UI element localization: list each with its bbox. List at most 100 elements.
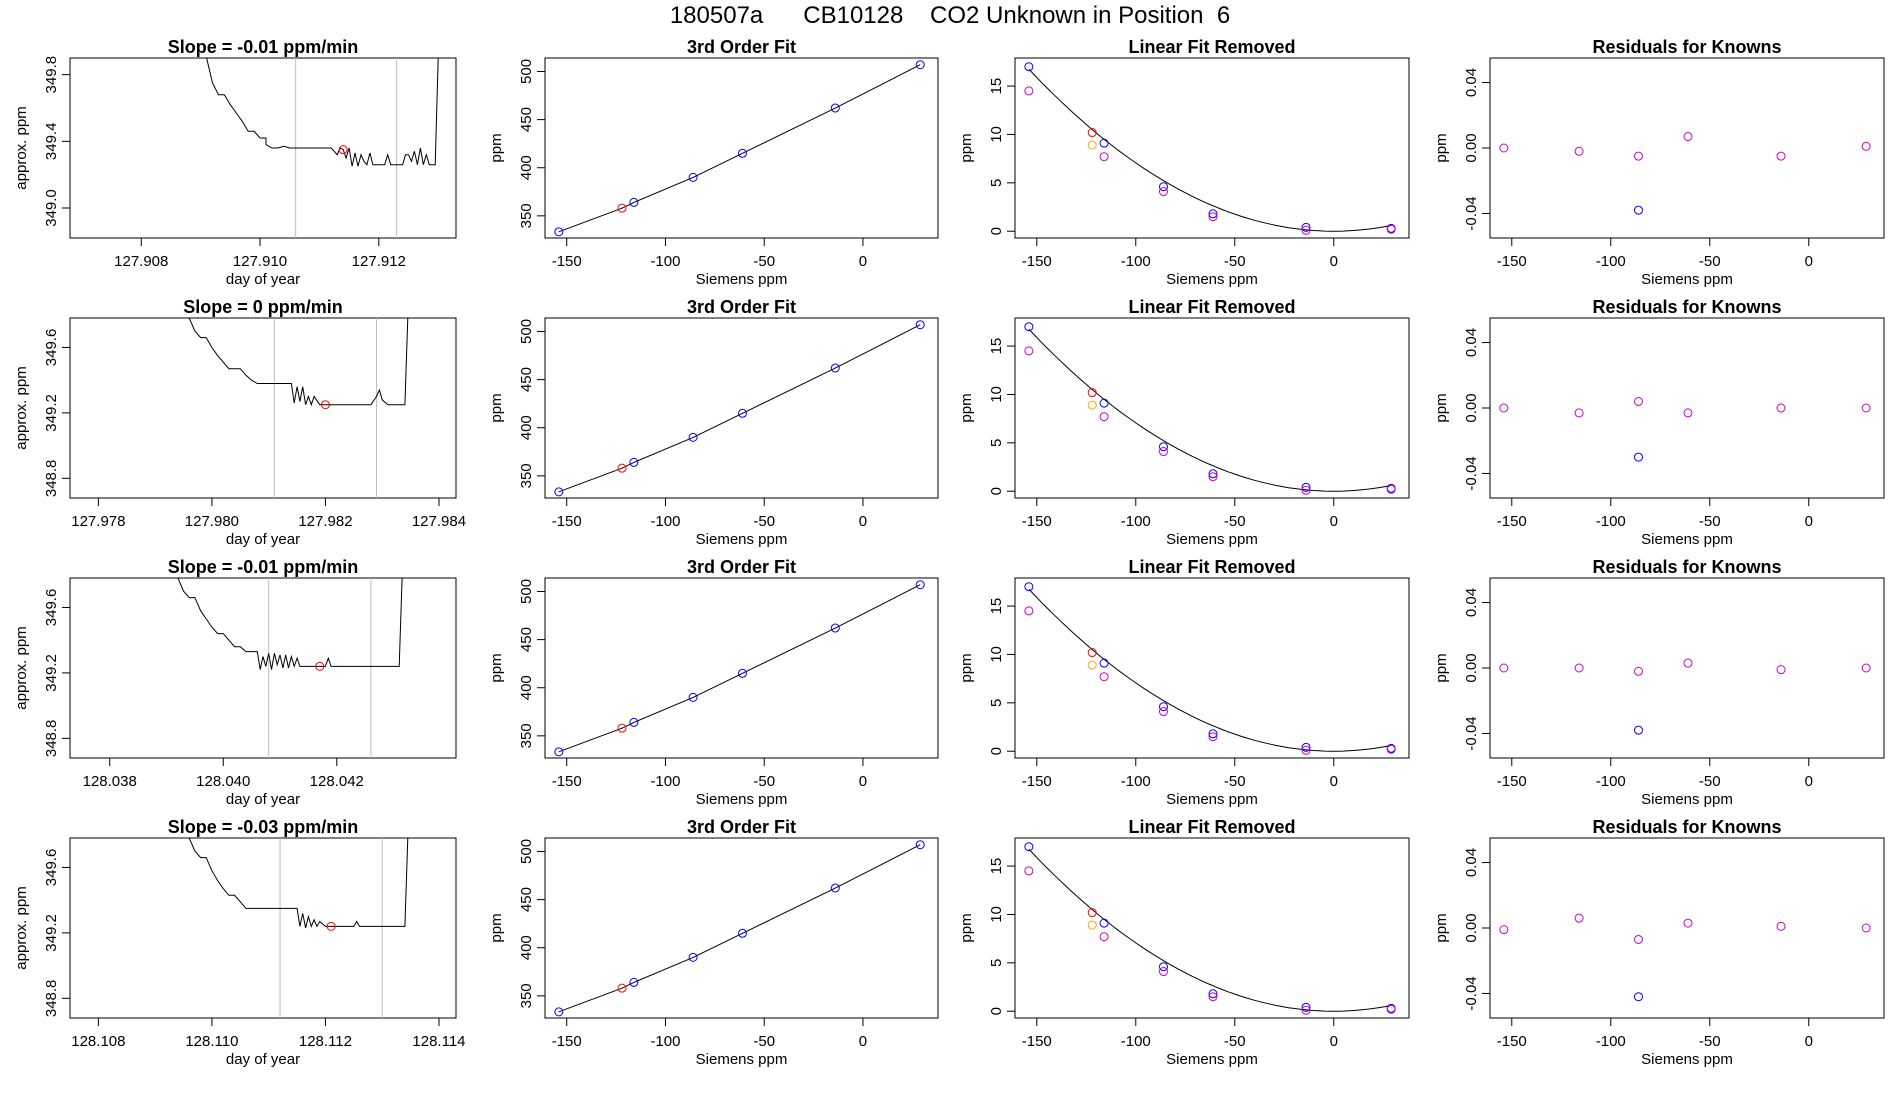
fit-point — [688, 432, 698, 442]
fit-4-xtick-label: -150 — [552, 1033, 582, 1050]
fit-1-frame — [544, 57, 939, 239]
resid-point — [1633, 666, 1643, 676]
linres-point — [1301, 1002, 1311, 1012]
resid-1-xtick-label: -50 — [1699, 253, 1721, 270]
fit-point — [554, 487, 564, 497]
fit-curve — [558, 64, 921, 233]
linres-1-ytick-label: 15 — [988, 78, 1005, 95]
linres-point — [1024, 346, 1034, 356]
slope-4-xtick-label: 128.110 — [185, 1033, 238, 1050]
slope-3-ytick-label: 349.6 — [43, 589, 60, 627]
slope-3-xtick-label: 128.042 — [310, 773, 364, 790]
linres-point — [1386, 484, 1396, 494]
fit-panel-4: 3rd Order Fit -150 -100 -50 0 350 400 450 500 Sie… — [488, 817, 939, 1068]
fit-4-frame — [544, 837, 939, 1019]
resid-3-ytick-label: -0.04 — [1463, 716, 1480, 750]
linres-4-ytick-label: 15 — [988, 858, 1005, 875]
fit-3-xtick-label: -150 — [552, 773, 582, 790]
linres-panel-1: Linear Fit Removed -150 -100 -50 0 0 5 10 15 Siem… — [958, 37, 1410, 288]
fit-point — [629, 977, 639, 987]
slope-1-title: Slope = -0.01 ppm/min — [168, 37, 359, 57]
linres-point — [1208, 212, 1218, 222]
fit-1-ytick-label: 500 — [518, 59, 535, 84]
resid-2-ytick-label: 0.00 — [1463, 393, 1480, 422]
resid-point — [1633, 934, 1643, 944]
resid-4-xtick-label: -50 — [1699, 1033, 1721, 1050]
resid-point — [1683, 408, 1693, 418]
fit-2-ytick-label: 500 — [518, 319, 535, 344]
slope-4-xtick-label: 128.114 — [412, 1033, 465, 1050]
fit-4-ytick-label: 450 — [518, 887, 535, 912]
resid-point — [1633, 205, 1643, 215]
slope-3-xtick-label: 128.040 — [196, 773, 250, 790]
linres-panel-4: Linear Fit Removed -150 -100 -50 0 0 5 10 15 Siem… — [958, 817, 1410, 1068]
fit-4-ytick-label: 500 — [518, 839, 535, 864]
fit-point — [688, 692, 698, 702]
resid-point — [1499, 403, 1509, 413]
slope-4-xtick-label: 128.112 — [299, 1033, 352, 1050]
linres-point — [1301, 222, 1311, 232]
linres-3-ytick-label: 10 — [988, 646, 1005, 663]
linres-point — [1208, 992, 1218, 1002]
resid-1-ytick-label: 0.04 — [1463, 68, 1480, 97]
row-1: Slope = -0.01 ppm/min 127.908 127.910 127.9… — [13, 37, 1885, 288]
fit-2-title: 3rd Order Fit — [687, 297, 796, 317]
fit-1-ytick-label: 350 — [518, 203, 535, 228]
fit-point — [688, 952, 698, 962]
fit-3-ytick-label: 500 — [518, 579, 535, 604]
fit-point — [617, 723, 627, 733]
resid-1-title: Residuals for Knowns — [1592, 37, 1781, 57]
linres-2-ytick-label: 15 — [988, 338, 1005, 355]
linres-1-title: Linear Fit Removed — [1128, 37, 1295, 57]
resid-2-title: Residuals for Knowns — [1592, 297, 1781, 317]
resid-point — [1776, 921, 1786, 931]
linres-3-ytick-label: 15 — [988, 598, 1005, 615]
fit-point — [737, 148, 747, 158]
fit-1-ytick-label: 450 — [518, 107, 535, 132]
linres-point — [1099, 918, 1109, 928]
slope-marker-point — [315, 661, 325, 671]
linres-2-xtick-label: -100 — [1121, 513, 1151, 530]
fit-point — [737, 928, 747, 938]
fit-curve — [558, 324, 921, 493]
resid-1-xtick-label: -150 — [1497, 253, 1527, 270]
fit-2-ytick-label: 400 — [518, 415, 535, 440]
linres-point — [1087, 648, 1097, 658]
slope-marker-point — [326, 921, 336, 931]
resid-ylabel: ppm — [1433, 133, 1450, 162]
slope-2-ytick-label: 349.6 — [43, 329, 60, 367]
linres-point — [1158, 187, 1168, 197]
linres-1-xtick-label: -100 — [1121, 253, 1151, 270]
resid-1-xtick-label: -100 — [1596, 253, 1626, 270]
linres-curve — [1028, 588, 1392, 752]
fit-3-xtick-label: 0 — [859, 773, 867, 790]
linres-1-xtick-label: -150 — [1022, 253, 1052, 270]
resid-panel-2: Residuals for Knowns -150 -100 -50 0 -0.04 0.0… — [1433, 297, 1885, 548]
resid-4-xlabel: Siemens ppm — [1641, 1051, 1733, 1068]
slope-1-ytick-label: 349.0 — [43, 189, 60, 227]
fit-1-xtick-label: 0 — [859, 253, 867, 270]
slope-2-ytick-label: 349.2 — [43, 394, 60, 432]
linres-curve — [1028, 68, 1392, 232]
linres-4-ytick-label: 10 — [988, 906, 1005, 923]
linres-point — [1087, 920, 1097, 930]
linres-point — [1087, 660, 1097, 670]
linres-2-xtick-label: 0 — [1330, 513, 1338, 530]
slope-trace — [188, 838, 409, 929]
fit-4-xtick-label: -50 — [753, 1033, 775, 1050]
resid-4-ytick-label: 0.00 — [1463, 913, 1480, 942]
linres-point — [1099, 398, 1109, 408]
linres-point — [1024, 322, 1034, 332]
fit-point — [617, 983, 627, 993]
linres-2-xlabel: Siemens ppm — [1166, 531, 1258, 548]
linres-point — [1301, 742, 1311, 752]
linres-4-xtick-label: -50 — [1224, 1033, 1246, 1050]
resid-3-xtick-label: -100 — [1596, 773, 1626, 790]
fit-point — [830, 103, 840, 113]
fit-point — [915, 60, 925, 70]
resid-1-xlabel: Siemens ppm — [1641, 271, 1733, 288]
resid-panel-1: Residuals for Knowns -150 -100 -50 0 -0.04 0.0… — [1433, 37, 1885, 288]
linres-1-ytick-label: 0 — [988, 227, 1005, 235]
linres-point — [1024, 582, 1034, 592]
